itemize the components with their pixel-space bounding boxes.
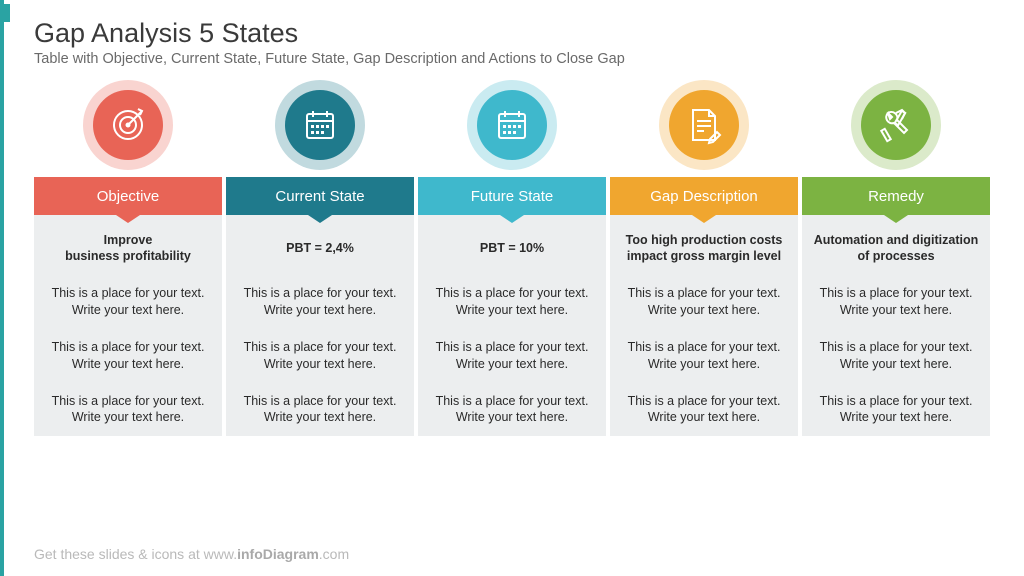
- column-4: Remedy Automation and digitization of pro…: [802, 85, 990, 436]
- column-header: Remedy: [802, 177, 990, 215]
- column-body: Too high production costs impact gross m…: [610, 215, 798, 436]
- column-body: Improve business profitability This is a …: [34, 215, 222, 436]
- placeholder-text: This is a place for your text. Write you…: [820, 393, 973, 427]
- placeholder-text: This is a place for your text. Write you…: [244, 285, 397, 319]
- page-title: Gap Analysis 5 States: [34, 18, 990, 49]
- column-3: Gap Description Too high production costs…: [610, 85, 798, 436]
- column-2: Future State PBT = 10% This is a place for…: [418, 85, 606, 436]
- column-header: Gap Description: [610, 177, 798, 215]
- columns-grid: Objective Improve business profitability T…: [34, 85, 990, 436]
- column-1: Current State PBT = 2,4% This is a place f…: [226, 85, 414, 436]
- column-header-label: Future State: [471, 188, 554, 205]
- column-header-label: Objective: [97, 188, 160, 205]
- column-header: Objective: [34, 177, 222, 215]
- calendar-icon: [280, 85, 360, 165]
- column-main-text: Automation and digitization of processes: [810, 231, 982, 265]
- column-header: Current State: [226, 177, 414, 215]
- column-header-label: Gap Description: [650, 188, 758, 205]
- column-body: PBT = 2,4% This is a place for your text.…: [226, 215, 414, 436]
- footer-bold: infoDiagram: [237, 546, 319, 562]
- placeholder-text: This is a place for your text. Write you…: [52, 285, 205, 319]
- placeholder-text: This is a place for your text. Write you…: [628, 393, 781, 427]
- placeholder-text: This is a place for your text. Write you…: [628, 285, 781, 319]
- accent-nub: [0, 4, 10, 22]
- placeholder-text: This is a place for your text. Write you…: [436, 393, 589, 427]
- target-icon: [88, 85, 168, 165]
- slide-content: Gap Analysis 5 States Table with Objecti…: [0, 0, 1024, 436]
- placeholder-text: This is a place for your text. Write you…: [628, 339, 781, 373]
- footer-attribution: Get these slides & icons at www.infoDiag…: [34, 546, 349, 562]
- footer-suffix: .com: [319, 546, 349, 562]
- accent-bar: [0, 0, 4, 576]
- column-body: Automation and digitization of processes…: [802, 215, 990, 436]
- footer-prefix: Get these slides & icons at www.: [34, 546, 237, 562]
- column-header-label: Current State: [275, 188, 364, 205]
- placeholder-text: This is a place for your text. Write you…: [52, 393, 205, 427]
- column-main-text: Improve business profitability: [65, 231, 191, 265]
- placeholder-text: This is a place for your text. Write you…: [52, 339, 205, 373]
- placeholder-text: This is a place for your text. Write you…: [436, 339, 589, 373]
- placeholder-text: This is a place for your text. Write you…: [244, 339, 397, 373]
- column-main-text: PBT = 2,4%: [286, 231, 354, 265]
- column-body: PBT = 10% This is a place for your text. …: [418, 215, 606, 436]
- placeholder-text: This is a place for your text. Write you…: [244, 393, 397, 427]
- note-icon: [664, 85, 744, 165]
- column-main-text: PBT = 10%: [480, 231, 544, 265]
- column-main-text: Too high production costs impact gross m…: [618, 231, 790, 265]
- column-header-label: Remedy: [868, 188, 924, 205]
- placeholder-text: This is a place for your text. Write you…: [820, 285, 973, 319]
- tools-icon: [856, 85, 936, 165]
- page-subtitle: Table with Objective, Current State, Fut…: [34, 51, 990, 67]
- calendar-icon: [472, 85, 552, 165]
- placeholder-text: This is a place for your text. Write you…: [820, 339, 973, 373]
- column-header: Future State: [418, 177, 606, 215]
- placeholder-text: This is a place for your text. Write you…: [436, 285, 589, 319]
- column-0: Objective Improve business profitability T…: [34, 85, 222, 436]
